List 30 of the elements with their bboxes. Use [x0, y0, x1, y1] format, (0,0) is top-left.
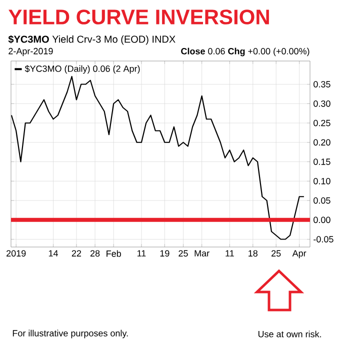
x-tick-label: 11 [226, 250, 234, 256]
y-tick-label: 0.25 [314, 120, 330, 126]
y-tick-label: 0.35 [314, 81, 330, 88]
x-tick-label: Feb [106, 250, 121, 257]
y-tick-label: 0.00 [314, 216, 330, 224]
line-series [10, 76, 305, 240]
y-tick-label: 0.20 [314, 139, 330, 146]
text: Use at own risk. [258, 330, 321, 338]
x-tick-label: Apr [292, 250, 306, 258]
x-tick-label: 28 [90, 250, 100, 257]
x-tick-label: 22 [72, 250, 82, 256]
y-tick-label: 0.15 [314, 158, 330, 165]
text: 2-Apr-2019 [8, 48, 53, 56]
x-tick-label: 14 [48, 250, 58, 256]
x-tick-label: Mar [194, 250, 210, 256]
text: For illustrative purposes only. [12, 330, 128, 338]
y-tick-label: 0.10 [314, 178, 330, 184]
chart-title: YIELD CURVE INVERSION [8, 10, 269, 24]
text: Close 0.06 Chg +0.00 (+0.00%) [181, 48, 310, 56]
y-tick-label: 0.05 [314, 197, 330, 204]
x-tick-label: 25 [178, 250, 188, 257]
x-tick-label: 11 [137, 250, 146, 256]
x-tick-label: 18 [248, 250, 258, 257]
x-tick-label: 25 [272, 250, 281, 257]
y-tick-label: -0.05 [314, 236, 334, 242]
y-tick-label: 0.30 [314, 100, 330, 107]
legend-label: $YC3MO (Daily) 0.06 (2 Apr) [24, 65, 140, 74]
x-tick-label: 2019 [6, 250, 26, 257]
x-tick-label: 19 [160, 250, 170, 257]
chart-subtitle: $YC3MO Yield Crv-3 Mo (EOD) INDX [8, 35, 176, 45]
